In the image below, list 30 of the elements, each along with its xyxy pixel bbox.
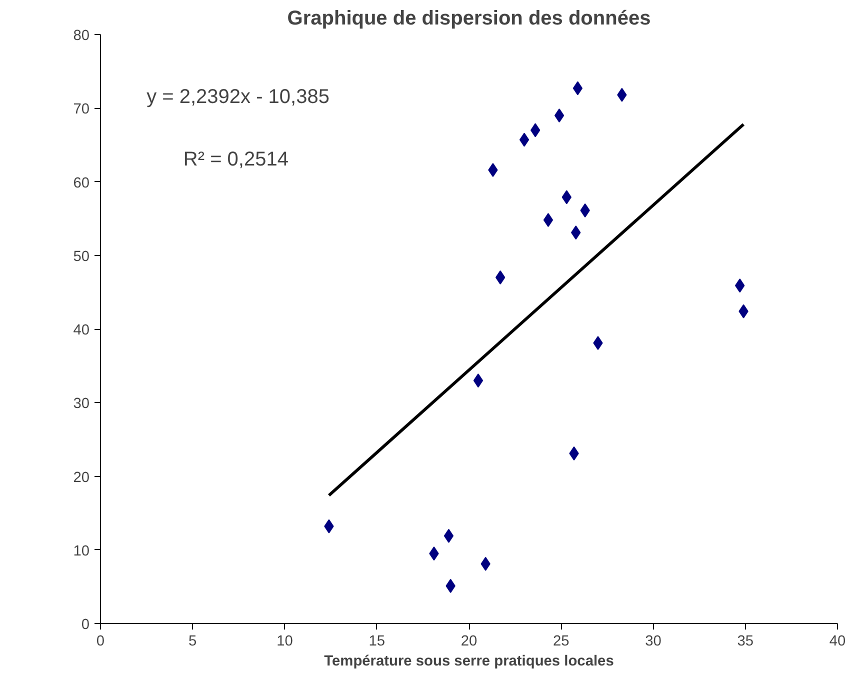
point <box>554 108 564 122</box>
x-tick-label: 0 <box>96 634 105 650</box>
y-tick-label: 50 <box>73 248 90 265</box>
point <box>495 270 506 284</box>
point <box>519 132 530 147</box>
y-tick-label: 20 <box>73 470 90 486</box>
y-tick-label: 40 <box>73 322 90 338</box>
point <box>444 528 454 543</box>
x-tick-label: 15 <box>368 634 386 650</box>
y-tick-label: 30 <box>73 396 90 412</box>
y-tick-label: 70 <box>73 102 90 118</box>
y-tick-label: 10 <box>73 543 90 560</box>
point <box>572 81 583 96</box>
x-tick-label: 10 <box>276 634 293 650</box>
y-tick-label: 80 <box>73 28 90 44</box>
x-tick-label: 35 <box>737 634 754 650</box>
x-tick-label: 25 <box>552 634 570 650</box>
point <box>530 123 540 138</box>
y-tick-label: 0 <box>81 617 90 633</box>
x-tick-label: 5 <box>188 634 197 650</box>
x-tick-label: 30 <box>645 634 662 650</box>
y-tick-label: 60 <box>73 175 90 192</box>
x-tick-label: 20 <box>460 634 478 650</box>
point <box>543 213 554 228</box>
chart-title: Graphique de dispersion des données <box>287 8 651 30</box>
x-axis-title: Température sous serre pratiques locales <box>324 654 614 670</box>
point <box>473 374 484 388</box>
annotation: R² = 0,2514 <box>183 148 288 171</box>
annotation: y = 2,2392x - 10,385 <box>146 86 330 108</box>
x-tick-label: 40 <box>829 634 846 650</box>
